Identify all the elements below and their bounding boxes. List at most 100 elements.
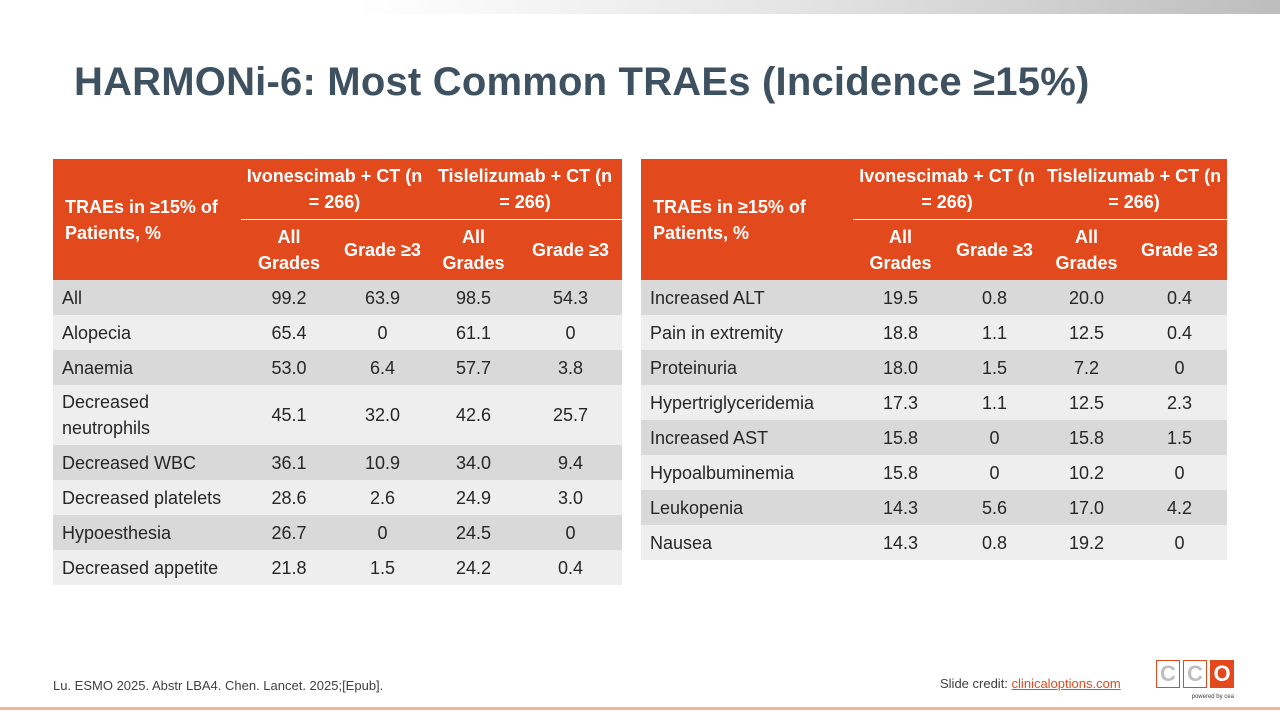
- table-row: Nausea 14.3 0.8 19.2 0: [641, 525, 1227, 560]
- value-cell: 32.0: [337, 385, 428, 445]
- value-cell: 63.9: [337, 280, 428, 315]
- value-cell: 57.7: [428, 350, 519, 385]
- ae-name: Leukopenia: [641, 490, 853, 525]
- value-cell: 25.7: [519, 385, 622, 445]
- table-row: Proteinuria 18.0 1.5 7.2 0: [641, 350, 1227, 385]
- table-row: All 99.2 63.9 98.5 54.3: [53, 280, 622, 315]
- ae-name: Alopecia: [53, 315, 241, 350]
- value-cell: 10.9: [337, 445, 428, 480]
- ae-name: Decreased WBC: [53, 445, 241, 480]
- col-header-grade3: Grade ≥3: [948, 219, 1041, 280]
- logo-letter: O: [1210, 660, 1234, 688]
- logo-letter: C: [1183, 660, 1207, 688]
- value-cell: 10.2: [1041, 455, 1132, 490]
- ae-name: Decreased appetite: [53, 550, 241, 585]
- value-cell: 12.5: [1041, 385, 1132, 420]
- ae-name: Decreased platelets: [53, 480, 241, 515]
- value-cell: 17.3: [853, 385, 948, 420]
- col-header-all-grades: All Grades: [241, 219, 337, 280]
- value-cell: 17.0: [1041, 490, 1132, 525]
- value-cell: 19.2: [1041, 525, 1132, 560]
- table-row: Increased AST 15.8 0 15.8 1.5: [641, 420, 1227, 455]
- value-cell: 5.6: [948, 490, 1041, 525]
- value-cell: 19.5: [853, 280, 948, 315]
- ae-name: Proteinuria: [641, 350, 853, 385]
- value-cell: 28.6: [241, 480, 337, 515]
- value-cell: 0.8: [948, 280, 1041, 315]
- value-cell: 3.0: [519, 480, 622, 515]
- citation: Lu. ESMO 2025. Abstr LBA4. Chen. Lancet.…: [53, 678, 384, 693]
- value-cell: 0.4: [1132, 280, 1227, 315]
- ae-name: Nausea: [641, 525, 853, 560]
- value-cell: 0: [519, 315, 622, 350]
- group-header-tislelizumab: Tislelizumab + CT (n = 266): [1041, 159, 1227, 220]
- table-row: Hypertriglyceridemia 17.3 1.1 12.5 2.3: [641, 385, 1227, 420]
- value-cell: 45.1: [241, 385, 337, 445]
- ae-name: Hypertriglyceridemia: [641, 385, 853, 420]
- logo-letter: C: [1156, 660, 1180, 688]
- value-cell: 24.5: [428, 515, 519, 550]
- value-cell: 18.8: [853, 315, 948, 350]
- value-cell: 53.0: [241, 350, 337, 385]
- value-cell: 36.1: [241, 445, 337, 480]
- col-header-all-grades: All Grades: [428, 219, 519, 280]
- ae-name: Hypoesthesia: [53, 515, 241, 550]
- value-cell: 15.8: [1041, 420, 1132, 455]
- value-cell: 65.4: [241, 315, 337, 350]
- value-cell: 0.4: [519, 550, 622, 585]
- slide-title: HARMONi-6: Most Common TRAEs (Incidence …: [74, 60, 1090, 104]
- value-cell: 42.6: [428, 385, 519, 445]
- ae-name: Decreased neutrophils: [53, 385, 241, 445]
- ae-name: Hypoalbuminemia: [641, 455, 853, 490]
- table-row: Hypoalbuminemia 15.8 0 10.2 0: [641, 455, 1227, 490]
- slide-credit: Slide credit: clinicaloptions.com: [940, 676, 1121, 691]
- value-cell: 0: [337, 315, 428, 350]
- value-cell: 15.8: [853, 420, 948, 455]
- cco-logo: C C O powered by cea: [1156, 660, 1234, 706]
- ae-name: Increased AST: [641, 420, 853, 455]
- ae-name: All: [53, 280, 241, 315]
- value-cell: 4.2: [1132, 490, 1227, 525]
- credit-label: Slide credit:: [940, 676, 1008, 691]
- table-row: Anaemia 53.0 6.4 57.7 3.8: [53, 350, 622, 385]
- value-cell: 2.6: [337, 480, 428, 515]
- table-row: Decreased WBC 36.1 10.9 34.0 9.4: [53, 445, 622, 480]
- table-row: Increased ALT 19.5 0.8 20.0 0.4: [641, 280, 1227, 315]
- table-row: Leukopenia 14.3 5.6 17.0 4.2: [641, 490, 1227, 525]
- value-cell: 6.4: [337, 350, 428, 385]
- table-row: Decreased platelets 28.6 2.6 24.9 3.0: [53, 480, 622, 515]
- value-cell: 0: [948, 455, 1041, 490]
- value-cell: 54.3: [519, 280, 622, 315]
- value-cell: 2.3: [1132, 385, 1227, 420]
- table-row: Decreased neutrophils 45.1 32.0 42.6 25.…: [53, 385, 622, 445]
- value-cell: 1.5: [948, 350, 1041, 385]
- col-header-grade3: Grade ≥3: [1132, 219, 1227, 280]
- row-label-header: TRAEs in ≥15% of Patients, %: [53, 159, 241, 280]
- group-header-ivonescimab: Ivonescimab + CT (n = 266): [241, 159, 428, 220]
- value-cell: 0: [948, 420, 1041, 455]
- table-row: Decreased appetite 21.8 1.5 24.2 0.4: [53, 550, 622, 585]
- value-cell: 7.2: [1041, 350, 1132, 385]
- value-cell: 15.8: [853, 455, 948, 490]
- table-row: Pain in extremity 18.8 1.1 12.5 0.4: [641, 315, 1227, 350]
- ae-name: Increased ALT: [641, 280, 853, 315]
- value-cell: 0: [337, 515, 428, 550]
- value-cell: 1.5: [337, 550, 428, 585]
- value-cell: 26.7: [241, 515, 337, 550]
- col-header-grade3: Grade ≥3: [337, 219, 428, 280]
- credit-link[interactable]: clinicaloptions.com: [1011, 676, 1121, 691]
- value-cell: 0.8: [948, 525, 1041, 560]
- value-cell: 0.4: [1132, 315, 1227, 350]
- value-cell: 20.0: [1041, 280, 1132, 315]
- trae-table-left: TRAEs in ≥15% of Patients, % Ivonescimab…: [53, 159, 622, 585]
- value-cell: 24.2: [428, 550, 519, 585]
- value-cell: 34.0: [428, 445, 519, 480]
- value-cell: 12.5: [1041, 315, 1132, 350]
- ae-name: Pain in extremity: [641, 315, 853, 350]
- value-cell: 0: [1132, 525, 1227, 560]
- group-header-tislelizumab: Tislelizumab + CT (n = 266): [428, 159, 622, 220]
- top-gradient-band: [0, 0, 1280, 14]
- value-cell: 0: [1132, 455, 1227, 490]
- value-cell: 3.8: [519, 350, 622, 385]
- ae-name: Anaemia: [53, 350, 241, 385]
